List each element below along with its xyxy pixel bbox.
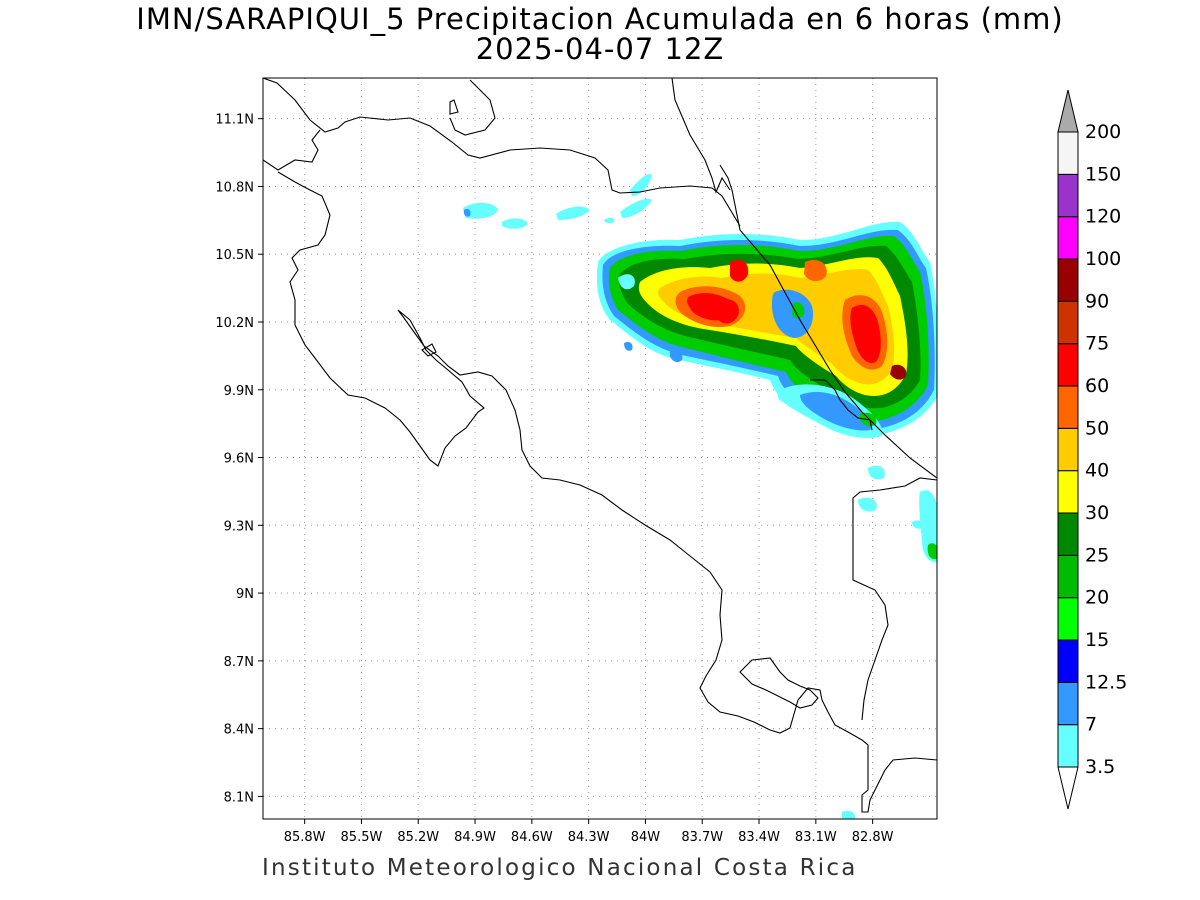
lon-tick-label: 83.4W [738,830,780,845]
colorbar-label: 60 [1085,375,1109,397]
footer-credit: Instituto Meteorologico Nacional Costa R… [262,855,858,881]
colorbar-box [1057,216,1079,260]
colorbar-label: 150 [1085,163,1121,185]
precip-cell-9 [777,388,789,402]
coastline-nicaragua-lake [449,79,496,136]
colorbar-label: 7 [1085,714,1097,736]
colorbar-label: 30 [1085,502,1109,524]
colorbar-label: 20 [1085,587,1109,609]
lon-tick-label: 82.8W [852,830,894,845]
precip-core-f [730,259,749,282]
precip-cell-14 [842,810,855,819]
colorbar-label: 15 [1085,629,1109,651]
colorbar-box [1057,427,1079,472]
precip-cell-7 [624,341,633,351]
precip-core-h [804,259,827,282]
colorbar-box [1057,639,1079,683]
precip-core-d [850,304,881,364]
colorbar-box [1057,300,1079,345]
lon-tick-label: 83.7W [681,830,723,845]
colorbar-label: 25 [1085,544,1109,566]
colorbar-box [1057,343,1079,387]
colorbar-box [1057,470,1079,514]
precip-cell-8 [670,348,683,363]
lon-tick-label: 84W [631,830,661,845]
lon-tick-label: 84.6W [511,830,553,845]
colorbar-box [1057,681,1079,726]
precip-cell-1 [463,202,498,219]
border-costa-rica-panama [810,379,873,431]
lat-tick-label: 9.9N [224,384,254,399]
precip-cell-1-core [463,208,471,217]
coastline-north [263,78,741,227]
colorbar-label: 90 [1085,290,1109,312]
colorbar: 3.5 7 12.5 15 20 25 30 40 50 60 75 90 100 120 150 200 [1057,89,1127,810]
precip-cell-2 [502,218,528,229]
map-title: IMN/SARAPIQUI_5 Precipitacion Acumulada … [136,2,1064,36]
lat-tick-label: 10.5N [215,248,254,263]
precip-core-e [890,364,907,380]
colorbar-upper-extend [1057,89,1079,133]
coastline-pacific [263,129,937,813]
lat-tick-label: 10.8N [215,180,254,195]
colorbar-label: 12.5 [1085,671,1127,693]
coastline-panama [852,477,937,721]
precip-hole-c [618,274,635,290]
map-subtitle: 2025-04-07 12Z [475,32,725,66]
lon-tick-label: 84.3W [568,830,610,845]
colorbar-box [1057,554,1079,599]
colorbar-label: 40 [1085,460,1109,482]
colorbar-label: 75 [1085,333,1109,355]
lat-tick-label: 11.1N [215,113,254,128]
colorbar-box [1057,131,1079,175]
precip-cell-4 [620,198,652,218]
lat-tick-label: 10.2N [215,316,254,331]
lon-tick-label: 85.5W [341,830,383,845]
colorbar-box [1057,512,1079,556]
precip-cell-6 [604,217,615,224]
lat-tick-label: 9.3N [224,519,254,534]
map-frame [262,77,938,820]
lat-tick-label: 9N [236,587,254,602]
colorbar-box [1057,258,1079,302]
colorbar-label: 120 [1085,206,1121,228]
precip-south-band-inner [800,391,872,431]
colorbar-label: 200 [1085,121,1121,143]
precipitation-field [463,173,937,819]
coastline-osa [739,657,819,709]
lon-tick-label: 84.9W [454,830,496,845]
lat-tick-label: 8.4N [224,723,254,738]
colorbar-box [1057,173,1079,218]
colorbar-label: 100 [1085,248,1121,270]
precip-core-g [716,298,739,324]
longitude-axis: 85.8W 85.5W 85.2W 84.9W 84.6W 84.3W 84W 83.7W 83… [284,819,894,845]
latitude-axis: 11.1N 10.8N 10.5N 10.2N 9.9N 9.6N 9.3N 9N 8.7N 8.… [215,113,263,805]
lat-tick-label: 8.7N [224,655,254,670]
colorbar-label: 50 [1085,417,1109,439]
lat-tick-label: 8.1N [224,790,254,805]
precip-cell-5 [630,173,652,196]
precip-cell-3 [556,206,590,220]
coastline-pacific-bay [421,343,437,357]
lake-islet [449,99,459,115]
coastline [263,78,937,813]
map-gridlines [263,78,937,819]
precip-cell-12-core [927,543,937,560]
lon-tick-label: 85.2W [397,830,439,845]
lat-tick-label: 9.6N [224,452,254,467]
colorbar-box [1057,724,1079,768]
lon-tick-label: 83.1W [795,830,837,845]
colorbar-box [1057,385,1079,429]
colorbar-lower-extend [1057,766,1079,810]
precip-cell-11 [858,497,877,512]
colorbar-label: 3.5 [1085,756,1115,778]
coastline-river-san-juan [671,78,731,194]
coastline-caribbean [719,164,937,479]
lon-tick-label: 85.8W [284,830,326,845]
colorbar-box [1057,597,1079,641]
precip-cell-10 [868,465,885,480]
precip-cell-13 [912,520,923,529]
precip-hole-b [792,302,805,319]
